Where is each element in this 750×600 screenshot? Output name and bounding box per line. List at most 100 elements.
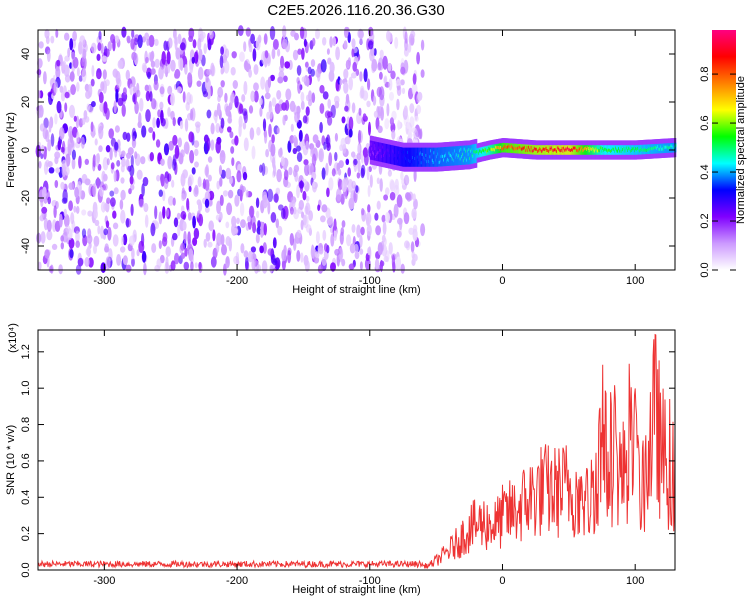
noise-mark: [61, 197, 68, 204]
x-axis-label: Height of straight line (km): [292, 584, 420, 596]
noise-mark: [351, 48, 355, 58]
noise-mark: [88, 257, 94, 268]
noise-mark: [250, 246, 256, 253]
y-tick-label: 1.2: [20, 344, 32, 359]
noise-mark: [67, 143, 72, 156]
noise-mark: [120, 189, 126, 201]
noise-mark: [61, 163, 66, 178]
noise-mark: [125, 264, 132, 273]
noise-mark: [326, 187, 330, 198]
x-tick-label: -300: [93, 575, 115, 587]
noise-mark: [352, 61, 358, 72]
noise-mark: [112, 222, 119, 230]
noise-mark: [138, 240, 145, 253]
noise-mark: [385, 211, 390, 223]
noise-mark: [338, 168, 342, 176]
noise-mark: [71, 149, 76, 160]
noise-mark: [136, 82, 140, 94]
noise-mark: [172, 232, 178, 241]
noise-mark: [145, 109, 151, 123]
signal-core-mark: [552, 148, 554, 152]
noise-mark: [75, 205, 80, 214]
noise-mark: [243, 81, 248, 95]
noise-mark: [204, 198, 210, 208]
noise-mark: [308, 99, 313, 107]
noise-mark: [149, 51, 154, 63]
noise-mark: [64, 91, 70, 99]
noise-mark: [406, 122, 410, 129]
noise-mark: [219, 194, 224, 207]
noise-mark: [363, 68, 368, 83]
noise-mark: [328, 70, 335, 82]
noise-mark: [220, 80, 225, 88]
signal-core-mark: [447, 158, 450, 162]
signal-core-mark: [477, 150, 479, 154]
noise-mark: [242, 171, 248, 181]
noise-mark: [113, 187, 119, 195]
noise-mark: [396, 230, 402, 238]
signal-core-mark: [595, 147, 597, 151]
noise-mark: [72, 30, 77, 42]
noise-mark: [126, 37, 131, 44]
noise-mark: [231, 215, 237, 228]
noise-mark: [154, 58, 160, 68]
noise-mark: [367, 247, 371, 256]
noise-mark: [198, 48, 203, 61]
noise-mark: [353, 158, 358, 166]
noise-mark: [377, 106, 383, 117]
noise-mark: [60, 181, 65, 190]
signal-core-mark: [387, 148, 389, 152]
noise-mark: [212, 229, 216, 242]
noise-mark: [288, 59, 293, 71]
noise-mark: [310, 59, 316, 68]
noise-mark: [328, 216, 334, 228]
noise-mark: [71, 157, 76, 170]
noise-mark: [115, 70, 119, 79]
noise-mark: [379, 178, 383, 192]
noise-mark: [131, 127, 137, 142]
noise-mark: [296, 184, 300, 199]
noise-mark: [177, 137, 182, 148]
signal-band-mark: [396, 146, 399, 166]
noise-mark: [227, 126, 232, 133]
noise-mark: [145, 90, 151, 102]
noise-mark: [190, 253, 194, 265]
noise-mark: [186, 198, 190, 211]
noise-mark: [196, 199, 202, 206]
noise-mark: [131, 51, 137, 61]
noise-mark: [324, 110, 331, 119]
noise-mark: [278, 148, 283, 158]
noise-mark: [248, 205, 255, 218]
noise-mark: [188, 131, 194, 143]
noise-mark: [253, 90, 259, 103]
noise-mark: [97, 225, 101, 235]
noise-mark: [191, 167, 196, 175]
noise-mark: [48, 120, 52, 133]
noise-mark: [204, 166, 209, 177]
noise-mark: [308, 90, 312, 102]
noise-mark: [238, 123, 242, 137]
signal-core-mark: [585, 146, 588, 150]
noise-mark: [98, 91, 104, 104]
noise-mark: [122, 87, 127, 96]
noise-mark: [360, 226, 365, 236]
signal-core-mark: [404, 157, 407, 160]
noise-mark: [114, 141, 119, 151]
noise-mark: [252, 48, 257, 62]
noise-mark: [411, 208, 417, 220]
noise-mark: [171, 179, 175, 188]
noise-mark: [180, 205, 185, 213]
noise-mark: [203, 238, 207, 248]
noise-mark: [362, 113, 367, 120]
noise-mark: [389, 117, 394, 126]
noise-mark: [263, 223, 267, 236]
noise-mark: [356, 172, 361, 179]
noise-mark: [130, 38, 135, 50]
noise-mark: [414, 115, 419, 122]
noise-mark: [326, 142, 331, 152]
noise-mark: [105, 220, 110, 229]
noise-mark: [90, 121, 94, 133]
signal-band-mark: [465, 145, 467, 165]
noise-mark: [382, 55, 388, 70]
y-tick-label: 40: [20, 48, 32, 60]
